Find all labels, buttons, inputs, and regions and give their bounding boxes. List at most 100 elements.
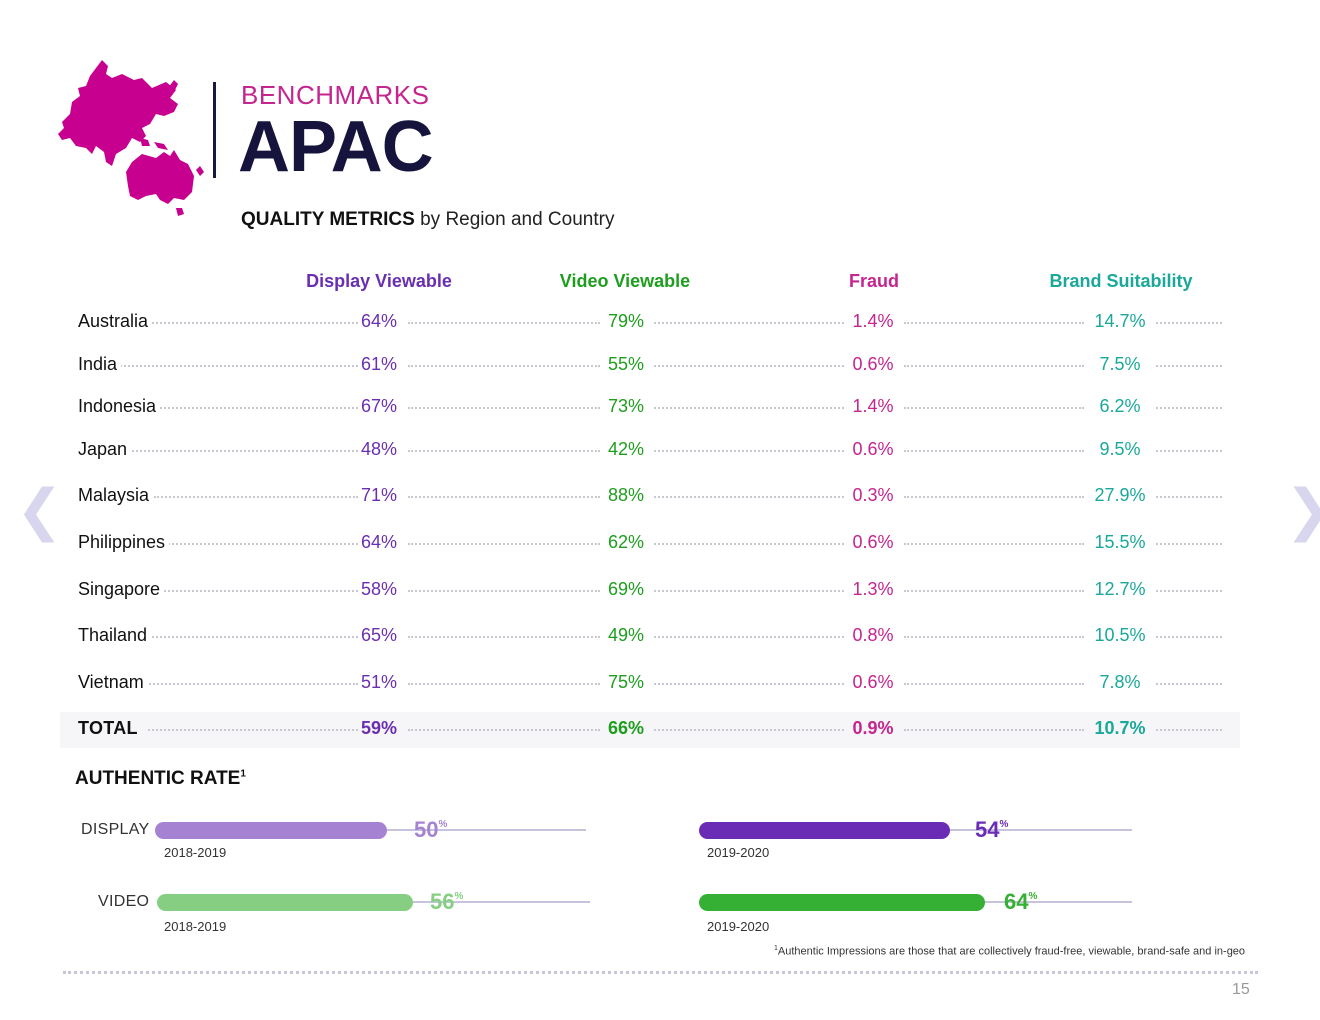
column-header-fraud: Fraud	[848, 271, 899, 291]
footnote-sup: 1	[774, 945, 778, 952]
column-header-brand-suitability: Brand Suitability	[1049, 271, 1193, 291]
dot-leader	[904, 365, 1084, 367]
table-row: Malaysia 71% 88% 0.3% 27.9%	[60, 479, 1240, 515]
video-2019-2020-bar	[699, 894, 985, 911]
video-2019-2020-value: 64%	[1004, 889, 1037, 915]
apac-map-icon	[58, 60, 204, 216]
country-name: Australia	[78, 311, 153, 332]
dot-leader	[152, 322, 358, 324]
dot-leader	[1156, 590, 1222, 592]
total-video-viewable-value: 66%	[607, 718, 645, 738]
table-row: Australia 64% 79% 1.4% 14.7%	[60, 305, 1240, 341]
bar-track	[948, 829, 1132, 831]
dot-leader	[904, 322, 1084, 324]
dot-leader	[654, 365, 844, 367]
footnote: 1Authentic Impressions are those that ar…	[774, 945, 1245, 958]
table-row: Japan 48% 42% 0.6% 9.5%	[60, 433, 1240, 469]
fraud-value: 1.3%	[852, 579, 894, 599]
video-viewable-value: 55%	[607, 354, 645, 374]
dot-leader	[1156, 365, 1222, 367]
fraud-value: 0.6%	[852, 672, 894, 692]
total-fraud-value: 0.9%	[852, 718, 894, 738]
dot-leader	[408, 450, 600, 452]
dot-leader	[904, 450, 1084, 452]
display-viewable-value: 58%	[360, 579, 398, 599]
display-viewable-value: 67%	[360, 396, 398, 416]
dot-leader	[654, 683, 844, 685]
brand-suitability-value: 14.7%	[1094, 311, 1146, 331]
video-viewable-value: 73%	[607, 396, 645, 416]
dot-leader	[654, 407, 844, 409]
dot-leader	[904, 496, 1084, 498]
dot-leader	[408, 365, 600, 367]
total-display-viewable-value: 59%	[360, 718, 398, 738]
brand-suitability-value: 9.5%	[1099, 439, 1141, 459]
subtitle-rest: by Region and Country	[414, 209, 615, 230]
pct-number: 64	[1004, 889, 1029, 914]
dot-leader	[164, 590, 358, 592]
brand-suitability-value: 27.9%	[1094, 485, 1146, 505]
display-label: DISPLAY	[81, 821, 150, 838]
fraud-value: 1.4%	[852, 311, 894, 331]
fraud-value: 1.4%	[852, 396, 894, 416]
dot-leader	[1156, 729, 1222, 731]
display-viewable-value: 71%	[360, 485, 398, 505]
pct-symbol: %	[999, 819, 1009, 830]
table-row-total: TOTAL 59% 66% 0.9% 10.7%	[60, 712, 1240, 748]
dot-leader	[904, 590, 1084, 592]
video-viewable-value: 42%	[607, 439, 645, 459]
pct-symbol: %	[454, 891, 464, 902]
bottom-divider	[63, 971, 1258, 974]
video-viewable-value: 75%	[607, 672, 645, 692]
dot-leader	[148, 729, 358, 731]
video-viewable-value: 88%	[607, 485, 645, 505]
display-2018-2019-value: 50%	[414, 817, 447, 843]
dot-leader	[904, 636, 1084, 638]
display-2018-2019-period: 2018-2019	[164, 845, 227, 860]
dot-leader	[120, 365, 358, 367]
dot-leader	[1156, 683, 1222, 685]
brand-suitability-value: 6.2%	[1099, 396, 1141, 416]
table-row: Singapore 58% 69% 1.3% 12.7%	[60, 573, 1240, 609]
footnote-text: Authentic Impressions are those that are…	[777, 945, 1246, 958]
page-number: 15	[1232, 981, 1250, 998]
video-viewable-value: 62%	[607, 532, 645, 552]
prev-page-arrow-icon[interactable]: ❮	[16, 478, 63, 541]
dot-leader	[408, 496, 600, 498]
country-name: Singapore	[78, 579, 165, 600]
dot-leader	[904, 407, 1084, 409]
dot-leader	[1156, 450, 1222, 452]
video-viewable-value: 69%	[607, 579, 645, 599]
display-2018-2019-bar	[155, 822, 387, 839]
fraud-value: 0.6%	[852, 532, 894, 552]
dot-leader	[904, 543, 1084, 545]
footnote-marker: 1	[240, 768, 246, 780]
table-row: Thailand 65% 49% 0.8% 10.5%	[60, 619, 1240, 655]
dot-leader	[408, 407, 600, 409]
bar-track	[386, 829, 586, 831]
brand-suitability-value: 10.5%	[1094, 625, 1146, 645]
pct-symbol: %	[1028, 891, 1038, 902]
table-row: Philippines 64% 62% 0.6% 15.5%	[60, 526, 1240, 562]
dot-leader	[408, 322, 600, 324]
subtitle-bold: QUALITY METRICS	[241, 209, 415, 230]
dot-leader	[1156, 322, 1222, 324]
header-kicker: BENCHMARKS	[241, 80, 430, 110]
display-viewable-value: 64%	[360, 532, 398, 552]
fraud-value: 0.6%	[852, 439, 894, 459]
pct-number: 50	[414, 817, 439, 842]
country-name: India	[78, 354, 122, 375]
display-viewable-value: 48%	[360, 439, 398, 459]
brand-suitability-value: 7.5%	[1099, 354, 1141, 374]
dot-leader	[146, 683, 358, 685]
display-viewable-value: 51%	[360, 672, 398, 692]
dot-leader	[168, 543, 358, 545]
dot-leader	[654, 636, 844, 638]
total-brand-suitability-value: 10.7%	[1094, 718, 1146, 738]
country-name: Japan	[78, 439, 132, 460]
next-page-arrow-icon[interactable]: ❯	[1285, 482, 1320, 538]
country-name: Thailand	[78, 625, 152, 646]
table-row: Indonesia 67% 73% 1.4% 6.2%	[60, 390, 1240, 426]
display-viewable-value: 64%	[360, 311, 398, 331]
dot-leader	[408, 543, 600, 545]
